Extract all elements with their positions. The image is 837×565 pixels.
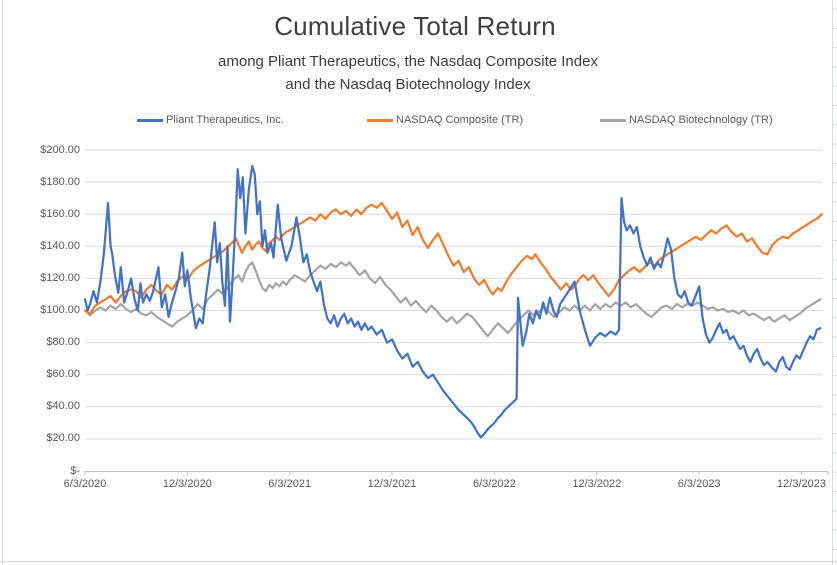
series-line-nasdaq-composite-tr[interactable] [83,201,824,315]
legend-line-gray-icon [600,118,626,122]
y-axis-label: $140.00 [40,239,80,252]
x-axis-label: 12/3/2020 [162,478,212,490]
series-line-pliant-therapeutics-inc[interactable] [83,164,822,439]
y-axis-label: $60.00 [46,368,80,381]
x-axis-label: 12/3/2023 [777,478,826,490]
y-axis-label: $200.00 [40,143,80,156]
series-lines[interactable] [83,164,824,439]
y-axis-label: $160.00 [40,207,80,220]
x-axis-label: 6/3/2021 [268,478,312,490]
legend-line-orange-icon [367,118,393,122]
legend-item-nasdaq-composite[interactable]: NASDAQ Composite (TR) [367,113,523,127]
legend-item-pliant[interactable]: Pliant Therapeutics, Inc. [137,113,284,127]
legend-line-blue-icon [137,118,163,122]
chart-title: Cumulative Total Return [274,11,556,41]
y-axis-label: $180.00 [40,175,80,188]
legend-label-nasdaq-composite: NASDAQ Composite (TR) [396,114,524,126]
y-axis-label: $40.00 [46,400,80,413]
x-axis-label: 6/3/2022 [473,478,516,490]
y-axis-label: $- [70,464,80,477]
chart-subtitle-line1: among Pliant Therapeutics, the Nasdaq Co… [218,53,598,70]
x-axis-label: 6/3/2020 [63,478,107,490]
y-axis-label: $20.00 [46,432,80,445]
legend-item-nasdaq-biotech[interactable]: NASDAQ Biotechnology (TR) [600,113,773,127]
plot-gridlines [85,149,822,440]
x-axis-line [84,471,829,475]
series-line-nasdaq-biotechnology-tr[interactable] [83,261,822,338]
y-axis-label: $120.00 [40,271,80,284]
y-axis-label: $100.00 [40,304,80,316]
chart-subtitle-line2: and the Nasdaq Biotechnology Index [285,76,531,93]
x-axis-label: 12/3/2022 [572,478,622,490]
x-axis-label: 12/3/2021 [367,478,417,490]
y-axis-label: $80.00 [46,336,80,349]
x-axis-label: 6/3/2023 [677,478,721,490]
legend-label-pliant: Pliant Therapeutics, Inc. [166,114,284,126]
legend-label-nasdaq-biotech: NASDAQ Biotechnology (TR) [629,114,773,126]
